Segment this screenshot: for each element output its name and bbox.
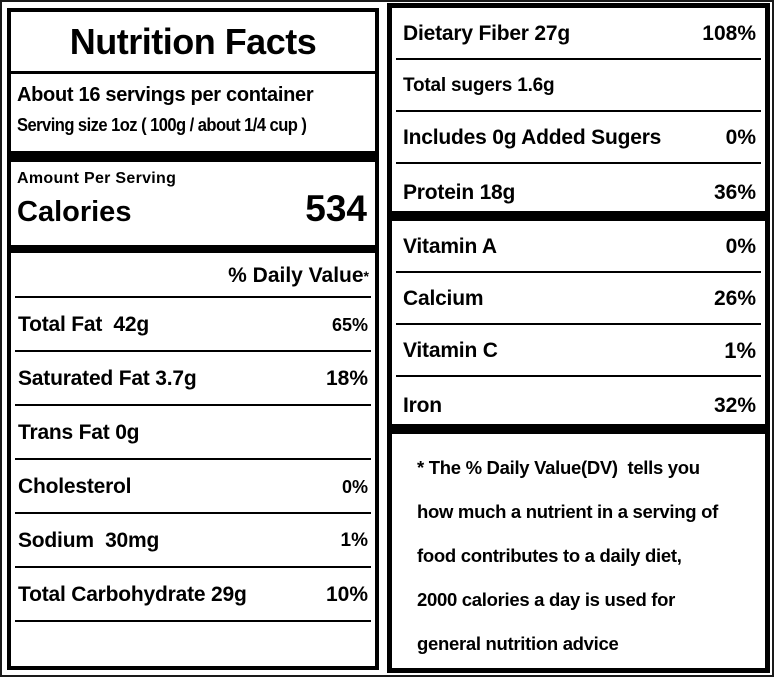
nutrient-name: Total sugers 1.6g [403, 75, 555, 96]
nutrient-row: Iron 32% [392, 377, 765, 434]
nutrient-row: Total Fat 42g 65% [11, 298, 375, 352]
nutrient-name: Iron [403, 393, 442, 417]
right-nutrient-rows: Dietary Fiber 27g 108% Total sugers 1.6g… [392, 8, 765, 434]
daily-value-percent: 10% [325, 583, 368, 606]
daily-value-percent: 0% [725, 235, 756, 258]
daily-value-percent: 108% [702, 22, 756, 45]
title-row: Nutrition Facts [11, 12, 375, 74]
footnote-line: food contributes to a daily diet, [417, 545, 682, 566]
nutrient-row: Vitamin A 0% [392, 221, 765, 273]
daily-value-percent: 26% [713, 287, 756, 310]
servings-per-container: About 16 servings per container [17, 84, 314, 106]
calories-value: 534 [305, 188, 367, 229]
daily-value-percent: 1% [724, 338, 756, 363]
nutrient-name: Trans Fat 0g [18, 421, 140, 444]
daily-value-percent: 36% [713, 180, 756, 204]
daily-value-percent: 1% [340, 530, 368, 551]
nutrient-row: Cholesterol 0% [11, 460, 375, 514]
nutrient-row: Trans Fat 0g [11, 406, 375, 460]
calories-block: Amount Per Serving Calories 534 [11, 162, 375, 253]
footnote-line: 2000 calories a day is used for [417, 589, 676, 610]
nutrient-name: Vitamin C [403, 339, 498, 362]
nutrient-row: Includes 0g Added Sugers 0% [392, 112, 765, 164]
label-title: Nutrition Facts [69, 20, 317, 62]
nutrient-row: Sodium 30mg 1% [11, 514, 375, 568]
nutrient-name: Vitamin A [403, 235, 497, 258]
left-nutrient-rows: Total Fat 42g 65% Saturated Fat 3.7g 18%… [11, 298, 375, 622]
footnote-line: general nutrition advice [417, 633, 619, 654]
amount-per-serving-label: Amount Per Serving [17, 170, 177, 187]
daily-value-percent: 32% [713, 393, 756, 417]
daily-value-header: % Daily Value * [11, 253, 375, 298]
nutrient-name: Total Fat 42g [18, 313, 149, 336]
nutrient-row: Protein 18g 36% [392, 164, 765, 221]
nutrient-name: Calcium [403, 287, 484, 310]
daily-value-asterisk: * [363, 267, 369, 284]
footnote: * The % Daily Value(DV) tells you how mu… [392, 434, 765, 668]
nutrient-name: Sodium 30mg [18, 529, 160, 552]
nutrient-name: Saturated Fat 3.7g [18, 367, 197, 390]
nutrient-row: Vitamin C 1% [392, 325, 765, 377]
calories-label: Calories [17, 196, 132, 228]
nutrient-row: Dietary Fiber 27g 108% [392, 8, 765, 60]
calories-line: Calories 534 [17, 188, 369, 230]
nutrient-name: Dietary Fiber 27g [403, 22, 570, 45]
footnote-line: how much a nutrient in a serving of [417, 501, 718, 522]
nutrient-row: Saturated Fat 3.7g 18% [11, 352, 375, 406]
nutrient-name: Includes 0g Added Sugers [403, 126, 662, 149]
daily-value-percent: 0% [341, 476, 368, 497]
nutrient-row: Calcium 26% [392, 273, 765, 325]
servings-block: About 16 servings per container Serving … [11, 74, 375, 162]
serving-size: Serving size 1oz ( 100g / about 1/4 cup … [17, 115, 307, 135]
left-panel: Nutrition Facts About 16 servings per co… [7, 8, 379, 670]
footnote-line: * The % Daily Value(DV) tells you [417, 457, 700, 478]
right-panel: Dietary Fiber 27g 108% Total sugers 1.6g… [387, 3, 770, 673]
daily-value-percent: 18% [325, 367, 368, 390]
nutrient-row: Total Carbohydrate 29g 10% [11, 568, 375, 622]
nutrient-name: Protein 18g [403, 180, 516, 204]
nutrient-row: Total sugers 1.6g [392, 60, 765, 112]
daily-value-header-text: % Daily Value [228, 263, 364, 287]
nutrient-name: Cholesterol [18, 475, 132, 498]
nutrient-name: Total Carbohydrate 29g [18, 583, 247, 606]
daily-value-percent: 0% [725, 126, 756, 149]
daily-value-percent: 65% [331, 314, 368, 335]
